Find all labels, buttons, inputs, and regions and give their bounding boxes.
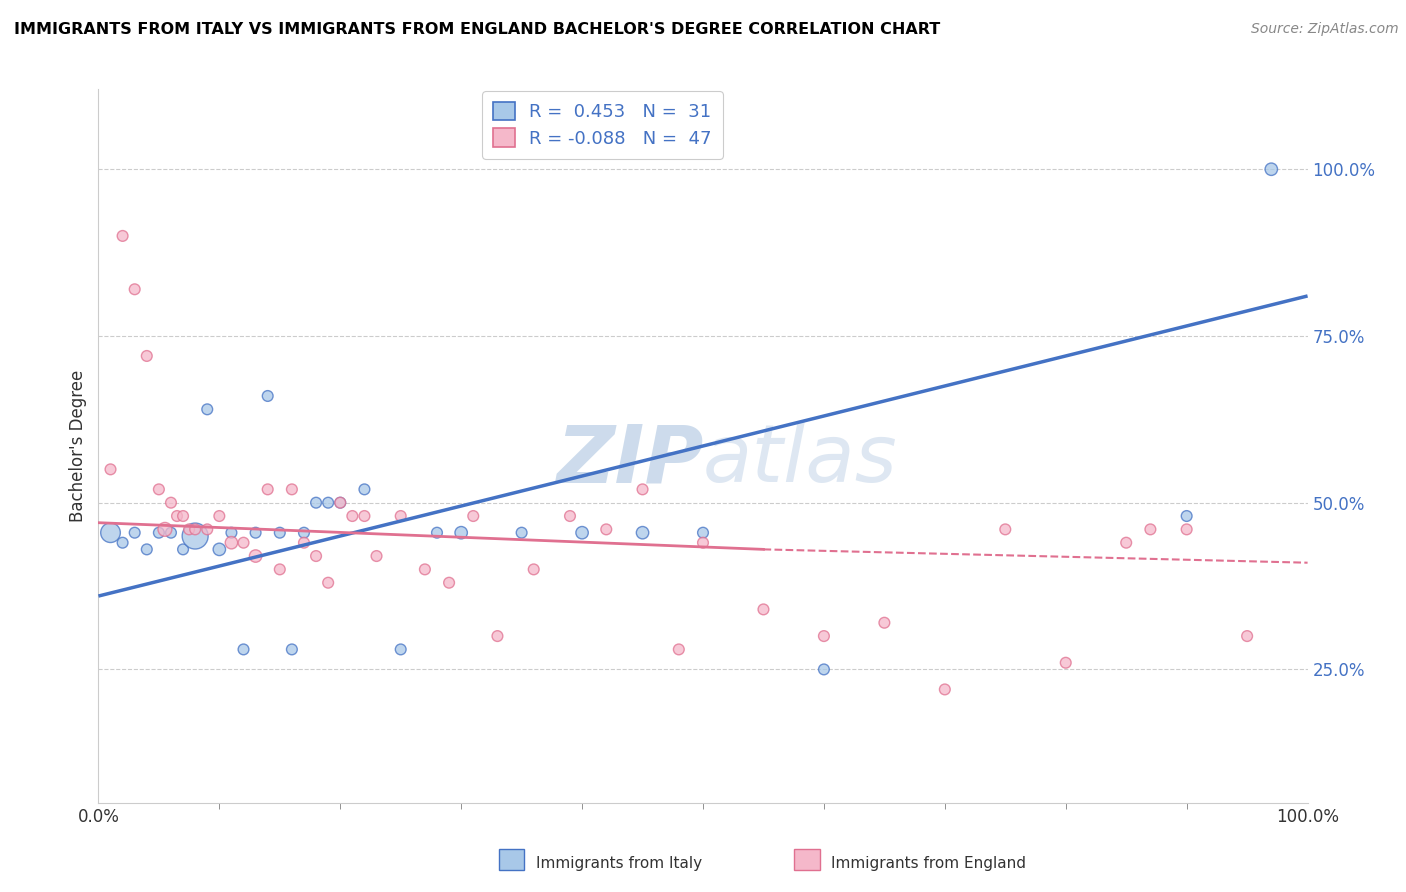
- Point: [245, 549, 267, 563]
- Point: [245, 525, 267, 540]
- Point: [437, 575, 460, 590]
- Point: [100, 525, 122, 540]
- Text: atlas: atlas: [703, 421, 898, 500]
- Point: [994, 522, 1017, 536]
- Text: Immigrants from Italy: Immigrants from Italy: [536, 856, 702, 871]
- Point: [172, 509, 194, 524]
- Point: [631, 525, 654, 540]
- Point: [389, 642, 412, 657]
- Point: [281, 642, 304, 657]
- Point: [195, 522, 218, 536]
- Point: [111, 228, 134, 243]
- Text: IMMIGRANTS FROM ITALY VS IMMIGRANTS FROM ENGLAND BACHELOR'S DEGREE CORRELATION C: IMMIGRANTS FROM ITALY VS IMMIGRANTS FROM…: [14, 22, 941, 37]
- Point: [195, 402, 218, 417]
- Text: Immigrants from England: Immigrants from England: [831, 856, 1026, 871]
- Point: [366, 549, 388, 563]
- Point: [292, 525, 315, 540]
- Point: [256, 483, 278, 497]
- Point: [184, 522, 207, 536]
- Point: [510, 525, 533, 540]
- Point: [148, 483, 170, 497]
- Point: [342, 509, 364, 524]
- Point: [752, 602, 775, 616]
- Point: [813, 629, 835, 643]
- Point: [305, 549, 328, 563]
- Point: [316, 575, 339, 590]
- Point: [269, 562, 291, 576]
- Point: [160, 496, 183, 510]
- Point: [292, 535, 315, 549]
- Point: [450, 525, 472, 540]
- Point: [135, 542, 157, 557]
- Point: [595, 522, 617, 536]
- Point: [353, 509, 375, 524]
- Point: [100, 462, 122, 476]
- Point: [813, 662, 835, 676]
- Point: [1236, 629, 1258, 643]
- Point: [256, 389, 278, 403]
- Text: ZIP: ZIP: [555, 421, 703, 500]
- Point: [124, 282, 146, 296]
- Point: [135, 349, 157, 363]
- Point: [329, 496, 352, 510]
- Point: [221, 535, 243, 549]
- Point: [329, 496, 352, 510]
- Point: [221, 525, 243, 540]
- Point: [413, 562, 436, 576]
- Point: [523, 562, 546, 576]
- Point: [934, 682, 956, 697]
- Point: [631, 483, 654, 497]
- Legend: R =  0.453   N =  31, R = -0.088   N =  47: R = 0.453 N = 31, R = -0.088 N = 47: [482, 91, 723, 159]
- Point: [486, 629, 509, 643]
- Point: [153, 522, 176, 536]
- Point: [208, 542, 231, 557]
- Point: [232, 642, 254, 657]
- Point: [1260, 162, 1282, 177]
- Point: [1175, 522, 1198, 536]
- Point: [389, 509, 412, 524]
- Point: [1115, 535, 1137, 549]
- Point: [558, 509, 581, 524]
- Point: [148, 525, 170, 540]
- Point: [281, 483, 304, 497]
- Point: [184, 529, 207, 543]
- Point: [172, 542, 194, 557]
- Point: [1054, 656, 1077, 670]
- Y-axis label: Bachelor's Degree: Bachelor's Degree: [69, 370, 87, 522]
- Point: [463, 509, 485, 524]
- Point: [166, 509, 188, 524]
- Point: [692, 525, 714, 540]
- Point: [305, 496, 328, 510]
- Point: [160, 525, 183, 540]
- Point: [111, 535, 134, 549]
- Point: [232, 535, 254, 549]
- Point: [179, 522, 201, 536]
- Point: [1175, 509, 1198, 524]
- Point: [692, 535, 714, 549]
- Point: [571, 525, 593, 540]
- Point: [269, 525, 291, 540]
- Point: [873, 615, 896, 630]
- Point: [316, 496, 339, 510]
- Point: [124, 525, 146, 540]
- Point: [668, 642, 690, 657]
- Point: [1139, 522, 1161, 536]
- Point: [208, 509, 231, 524]
- Point: [353, 483, 375, 497]
- Point: [426, 525, 449, 540]
- Text: Source: ZipAtlas.com: Source: ZipAtlas.com: [1251, 22, 1399, 37]
